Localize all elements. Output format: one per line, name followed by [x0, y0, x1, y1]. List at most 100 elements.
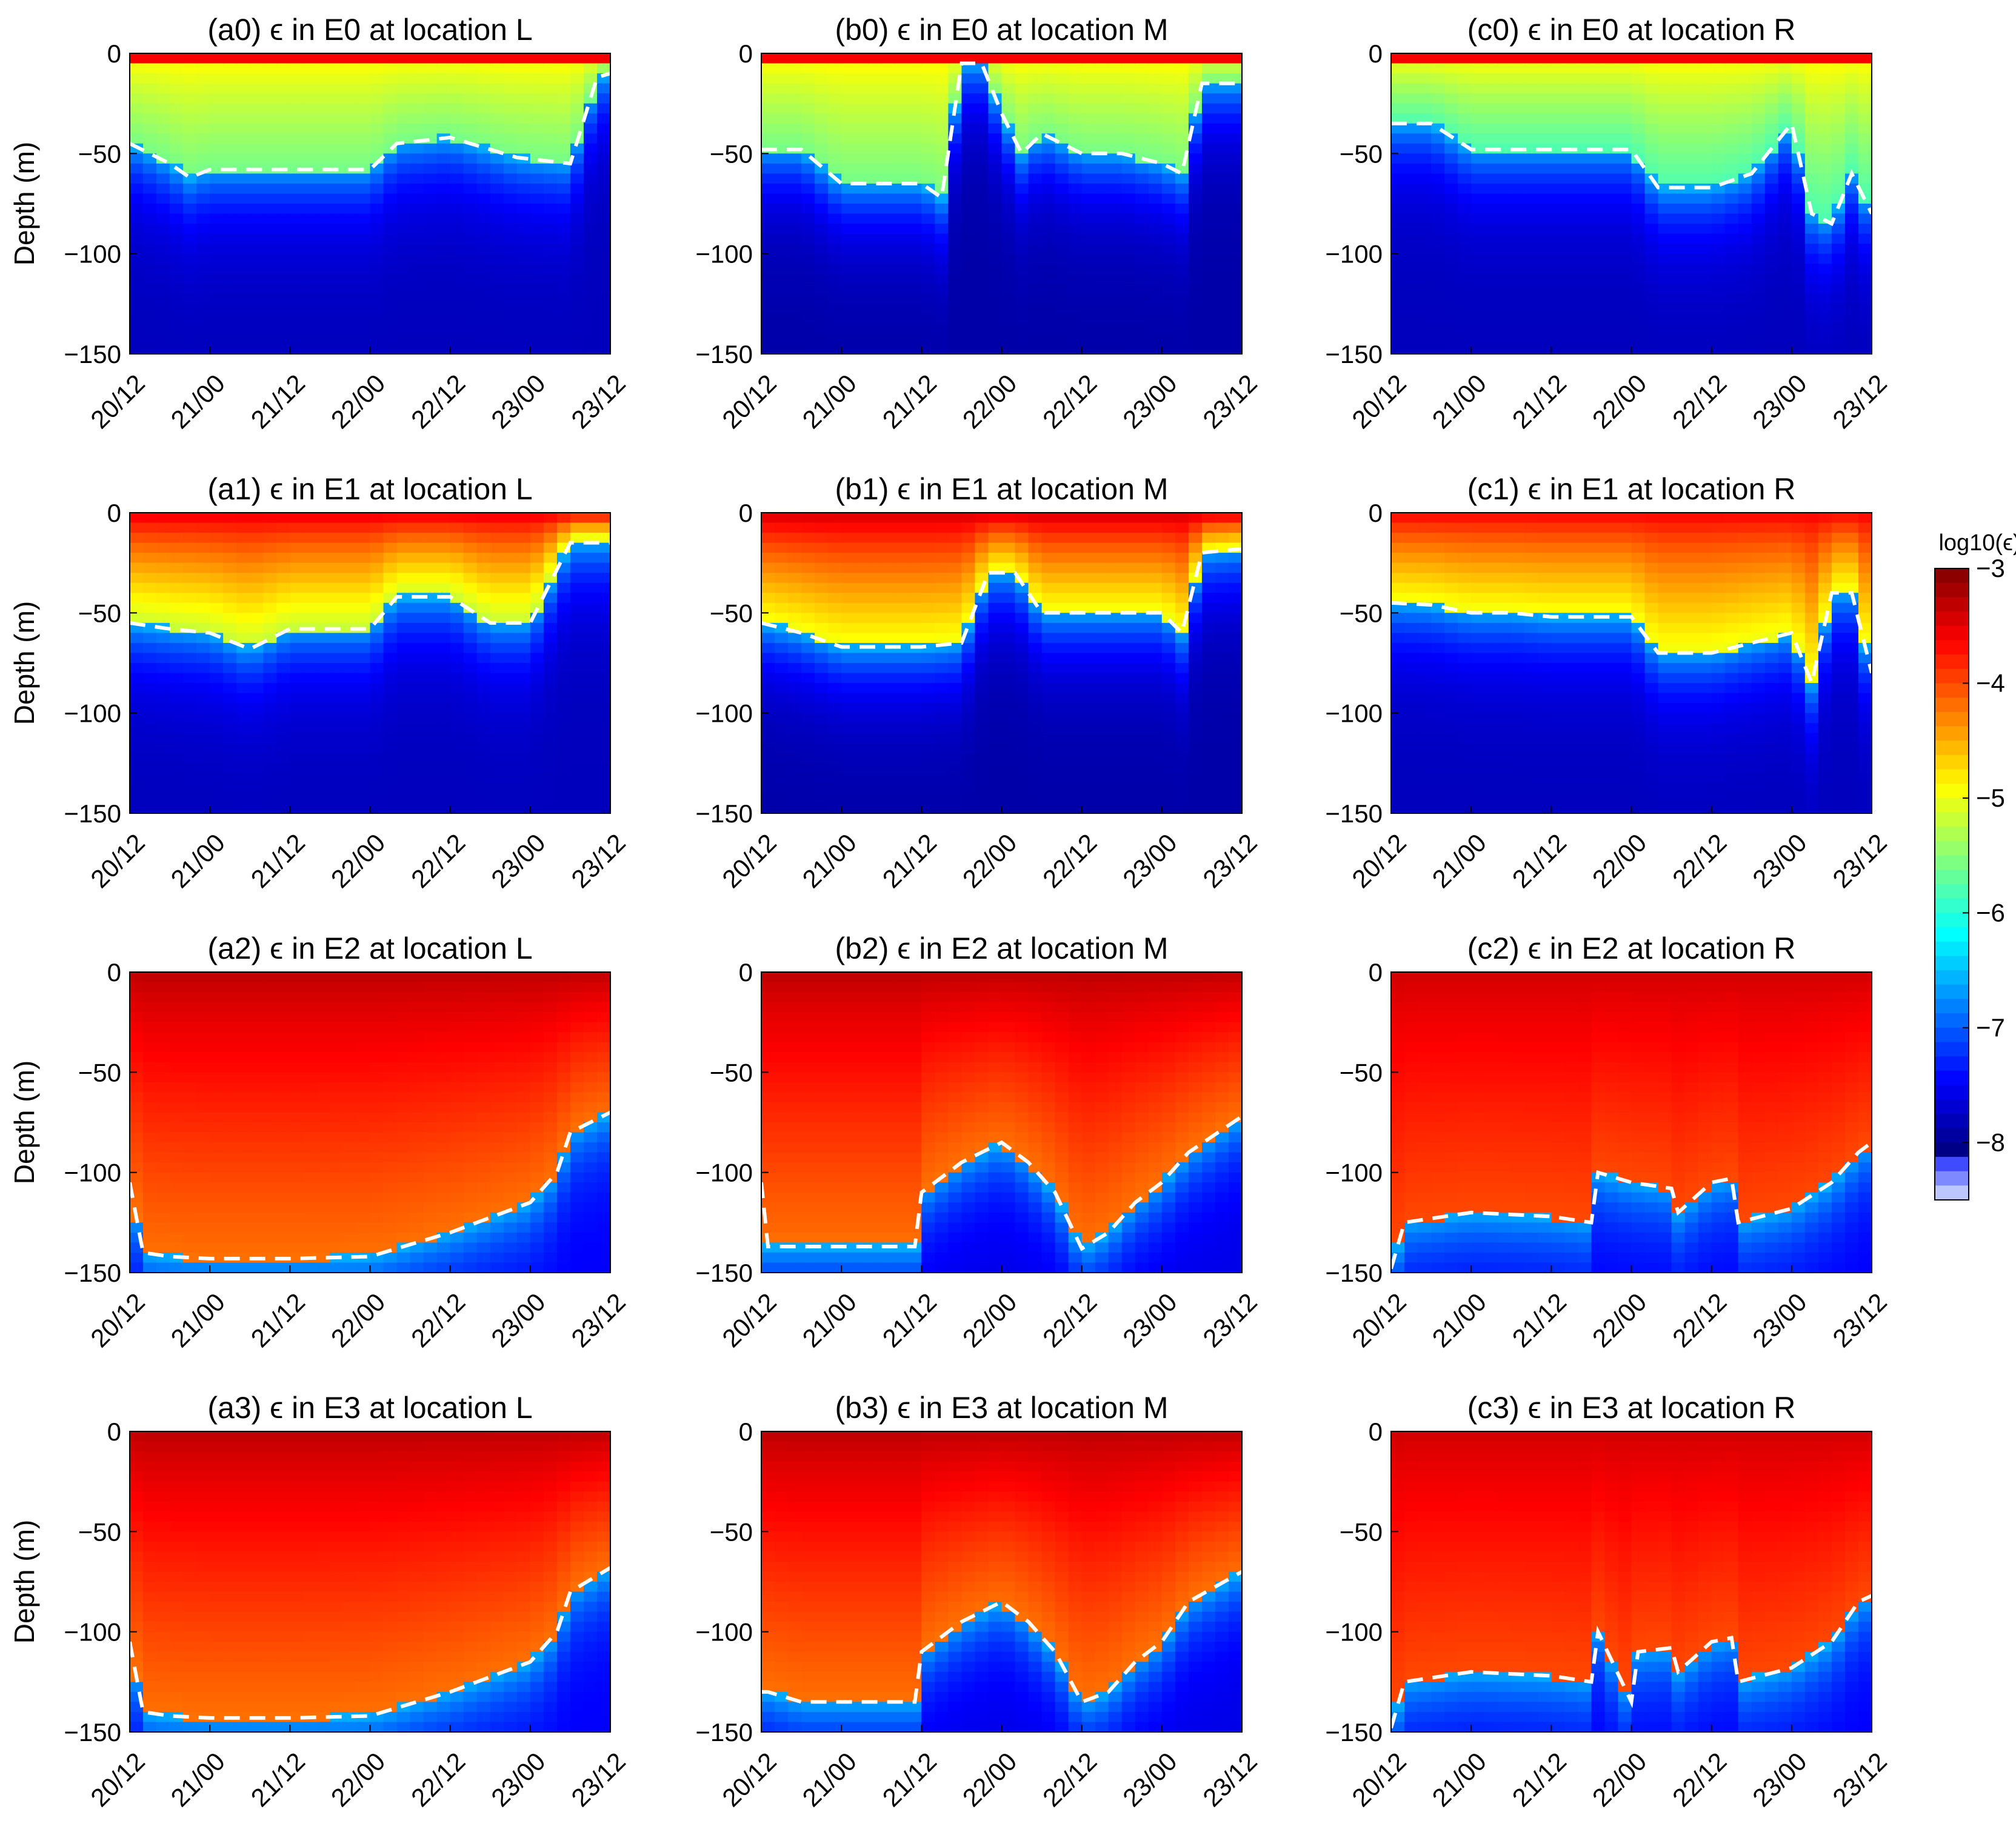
heat-cell — [370, 633, 384, 644]
heat-cell — [841, 284, 855, 295]
heat-cell — [988, 783, 1003, 794]
heat-cell — [788, 602, 802, 614]
heat-cell — [476, 783, 491, 794]
heat-cell — [868, 773, 883, 784]
heat-cell — [1201, 103, 1216, 114]
heat-cell — [948, 803, 963, 814]
heat-cell — [1751, 123, 1766, 135]
heat-cell — [868, 224, 883, 235]
heat-cell — [450, 733, 464, 744]
heat-cell — [250, 593, 264, 604]
heat-cell — [1724, 344, 1739, 355]
heat-cell — [1001, 602, 1016, 614]
heat-cell — [263, 83, 278, 94]
heat-cell — [1081, 123, 1096, 135]
heat-cell — [250, 663, 264, 674]
heat-cell — [921, 673, 936, 684]
heat-cell — [908, 224, 923, 235]
heat-cell — [1684, 153, 1699, 164]
heat-cell — [130, 713, 144, 724]
heat-cell — [423, 83, 438, 94]
heat-cell — [530, 163, 544, 175]
heat-cell — [156, 143, 170, 155]
heat-cell — [436, 224, 451, 235]
x-tick-label: 21/12 — [1507, 369, 1572, 435]
heat-cell — [775, 93, 789, 104]
heat-cell — [935, 83, 949, 94]
heat-cell — [788, 723, 802, 734]
heat-cell — [1671, 63, 1686, 74]
heat-cell — [383, 163, 398, 175]
heat-cell — [130, 233, 144, 244]
heat-cell — [1404, 264, 1418, 275]
heat-cell — [921, 763, 936, 774]
heat-cell — [463, 783, 478, 794]
heat-cell — [490, 233, 504, 244]
heat-cell — [1791, 73, 1806, 84]
heat-cell — [130, 763, 144, 774]
heat-cell — [476, 83, 491, 94]
heat-cell — [236, 542, 251, 553]
heat-cell — [775, 173, 789, 184]
heat-cell — [1604, 344, 1619, 355]
heat-cell — [530, 593, 544, 604]
heat-cell — [1818, 163, 1832, 175]
heat-cell — [210, 293, 224, 305]
heat-cell — [841, 313, 855, 325]
heat-cell — [1431, 113, 1445, 124]
heat-cell — [961, 213, 976, 224]
heat-cell — [263, 763, 278, 774]
heat-cell — [383, 173, 398, 184]
heat-cell — [1188, 313, 1203, 325]
heat-cell — [895, 663, 909, 674]
heat-cell — [975, 602, 989, 614]
heat-cell — [1028, 273, 1043, 285]
heat-cell — [1564, 83, 1579, 94]
heat-cell — [1391, 153, 1405, 164]
heat-cell — [935, 103, 949, 114]
heat-cell — [1148, 333, 1163, 345]
heat-cell — [476, 324, 491, 335]
heat-cell — [463, 622, 478, 634]
heat-cell — [263, 93, 278, 104]
heat-cell — [1538, 284, 1552, 295]
heat-cell — [908, 573, 923, 584]
heat-cell — [935, 542, 949, 553]
heat-cell — [170, 763, 184, 774]
heat-cell — [1858, 83, 1872, 94]
heat-cell — [396, 53, 411, 64]
heat-cell — [775, 533, 789, 544]
heat-cell — [570, 313, 584, 325]
heat-cell — [263, 642, 278, 654]
heat-cell — [788, 173, 802, 184]
heat-cell — [583, 753, 598, 764]
heat-cell — [1618, 213, 1632, 224]
heat-cell — [263, 103, 278, 114]
heat-cell — [516, 553, 531, 564]
heat-cell — [503, 183, 518, 195]
heat-cell — [1404, 324, 1418, 335]
heat-cell — [236, 613, 251, 624]
heat-cell — [1604, 244, 1619, 255]
x-tick-label: 23/00 — [1747, 369, 1812, 435]
heat-cell — [1391, 273, 1405, 285]
heat-cell — [463, 553, 478, 564]
heat-cell — [841, 143, 855, 155]
heat-cell — [948, 542, 963, 553]
heat-cell — [156, 593, 170, 604]
heat-cell — [1148, 183, 1163, 195]
heat-cell — [855, 113, 869, 124]
heat-cell — [1764, 213, 1779, 224]
heat-cell — [450, 763, 464, 774]
heat-cell — [556, 264, 571, 275]
heat-cell — [1484, 304, 1499, 315]
heat-cell — [543, 284, 558, 295]
heat-cell — [463, 542, 478, 553]
heat-cell — [1538, 173, 1552, 184]
heat-cell — [316, 273, 331, 285]
heat-cell — [143, 593, 157, 604]
heat-cell — [196, 513, 210, 524]
heat-cell — [868, 304, 883, 315]
heat-cell — [1444, 293, 1458, 305]
heat-cell — [1068, 213, 1083, 224]
